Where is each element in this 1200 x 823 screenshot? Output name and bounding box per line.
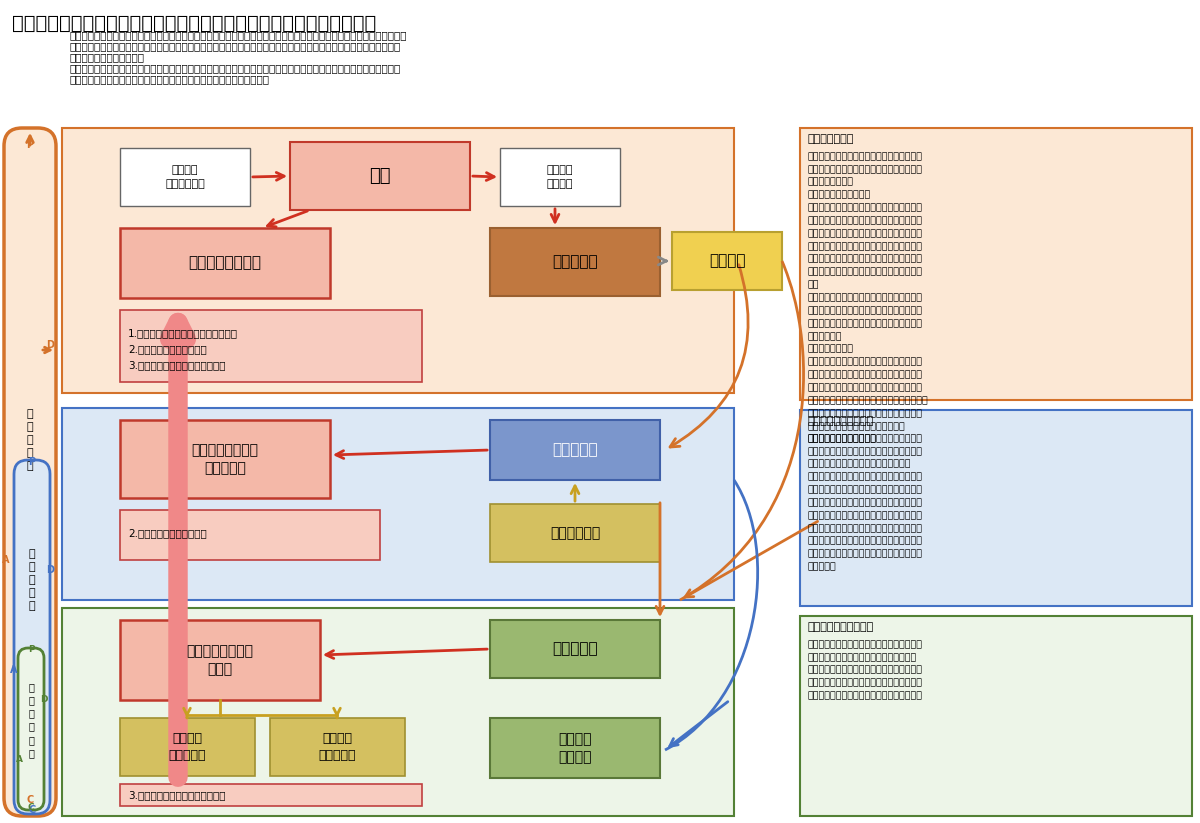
Text: C: C: [28, 803, 35, 812]
Text: 執行部会議: 執行部会議: [552, 254, 598, 269]
Text: 構
成
員
レ
ベ
ル: 構 成 員 レ ベ ル: [28, 682, 34, 758]
Text: D: D: [41, 695, 48, 704]
FancyBboxPatch shape: [14, 460, 50, 814]
Bar: [490, 620, 660, 678]
Bar: [800, 616, 1192, 816]
Bar: [490, 504, 660, 562]
Bar: [490, 228, 660, 296]
Text: 2.学修到達度の確認報告書: 2.学修到達度の確認報告書: [128, 528, 206, 538]
Bar: [120, 784, 422, 806]
Bar: [800, 128, 1192, 400]
Text: 情報公表: 情報公表: [709, 253, 745, 268]
Text: 教職員は、それぞれが所属する部局の方針・
目標に基づき、教育等諸活動を実施する。
また、点検・評価・改善委員会が実施した結
果について、部局の計画に則り、教学情: 教職員は、それぞれが所属する部局の方針・ 目標に基づき、教育等諸活動を実施する。…: [808, 640, 923, 700]
Text: 教員・授業: 教員・授業: [552, 641, 598, 657]
Text: P: P: [28, 645, 35, 654]
Bar: [120, 718, 256, 776]
Text: 3.授業評価、卒業年次アンケート: 3.授業評価、卒業年次アンケート: [128, 790, 226, 800]
Text: 改善指示
改善推進: 改善指示 改善推進: [547, 165, 574, 188]
FancyBboxPatch shape: [4, 128, 56, 816]
Text: D: D: [46, 565, 54, 575]
Text: 授業評価
アンケート: 授業評価 アンケート: [318, 732, 355, 762]
Text: D: D: [46, 340, 54, 350]
Text: A: A: [16, 756, 23, 765]
Text: 常的・継続的に推進する。: 常的・継続的に推進する。: [70, 52, 145, 62]
Bar: [490, 718, 660, 778]
FancyBboxPatch shape: [18, 648, 44, 810]
Text: 学長: 学長: [370, 167, 391, 185]
Bar: [62, 408, 734, 600]
Bar: [62, 128, 734, 393]
Text: 【大学レベル】: 【大学レベル】: [808, 134, 854, 144]
Text: C: C: [29, 805, 36, 815]
Text: 学群・学部: 学群・学部: [552, 443, 598, 458]
Text: また、内部質保証として、自己点検・評価を組織的・計画的に実施し、この結果を基に、質の保証・向上及び社会に対: また、内部質保証として、自己点検・評価を組織的・計画的に実施し、この結果を基に、…: [70, 63, 401, 73]
Text: 1.事業報告書、自己点検・評価報告書: 1.事業報告書、自己点検・評価報告書: [128, 328, 238, 338]
FancyArrowPatch shape: [670, 265, 748, 447]
Text: 【教員・授業レベル】: 【教員・授業レベル】: [808, 622, 875, 632]
Text: 内部質保証委員会: 内部質保証委員会: [188, 255, 262, 271]
Bar: [800, 410, 1192, 606]
Bar: [120, 228, 330, 298]
Text: 【学群・学部レベル】: 【学群・学部レベル】: [808, 416, 875, 426]
Text: C: C: [26, 795, 34, 805]
Text: A: A: [2, 555, 10, 565]
Text: 卒業年次
アンケート: 卒業年次 アンケート: [168, 732, 205, 762]
Text: 駒沢女子大学は、高等教育機関として社会の負託に応えるため、建学の精神、教育の理念の実現に向けて、教育、研究、: 駒沢女子大学は、高等教育機関として社会の負託に応えるため、建学の精神、教育の理念…: [70, 30, 408, 40]
Bar: [490, 420, 660, 480]
Bar: [120, 420, 330, 498]
Text: 大
学
レ
ベ
ル: 大 学 レ ベ ル: [26, 408, 34, 472]
Text: 3.授業評価、卒業年次アンケート: 3.授業評価、卒業年次アンケート: [128, 360, 226, 370]
Text: 建学の精神及び教学の理念に則り、各部局に
おいて具体的な方針や目標を定め、毎年の事
業計画を策定のうえ諸活動を推進する。
この諸活動の適切性を検証するため、内部: 建学の精神及び教学の理念に則り、各部局に おいて具体的な方針や目標を定め、毎年の…: [808, 434, 923, 571]
Bar: [500, 148, 620, 206]
Text: 社会貢献の質の向上を図るとともに、適切な水準にあることを自らの責任で明示・公表する内部質保証の取り組みを恒: 社会貢献の質の向上を図るとともに、適切な水準にあることを自らの責任で明示・公表す…: [70, 41, 401, 51]
Text: A: A: [11, 665, 18, 675]
Bar: [672, 232, 782, 290]
Text: 部
局
レ
ベ
ル: 部 局 レ ベ ル: [29, 549, 35, 611]
Bar: [120, 620, 320, 700]
Bar: [120, 510, 380, 560]
Text: 駒沢女子大学内部質保証の方針、基本的な考え方及びシステムの体制: 駒沢女子大学内部質保証の方針、基本的な考え方及びシステムの体制: [12, 14, 377, 33]
Bar: [120, 148, 250, 206]
Bar: [270, 718, 406, 776]
Text: P: P: [26, 140, 34, 150]
Text: 点検・評価・改善
委員会: 点検・評価・改善 委員会: [186, 644, 253, 677]
Text: 教育指針に関する
検討委員会: 教育指針に関する 検討委員会: [192, 443, 258, 475]
Text: ＦＤ実施
公開授業: ＦＤ実施 公開授業: [558, 732, 592, 765]
Bar: [62, 608, 734, 816]
Bar: [290, 142, 470, 210]
Text: P: P: [29, 457, 36, 467]
Text: する説明責任を果たしていくための不断の改善・改革を全学で進める。: する説明責任を果たしていくための不断の改善・改革を全学で進める。: [70, 74, 270, 84]
FancyArrowPatch shape: [656, 503, 664, 614]
Text: 学修到達度他: 学修到達度他: [550, 526, 600, 540]
Text: 適切性、
有効性の検証: 適切性、 有効性の検証: [166, 165, 205, 188]
Bar: [120, 310, 422, 382]
Text: 2.学修到達度の確認報告書: 2.学修到達度の確認報告書: [128, 344, 206, 354]
Text: 内部質保証委員会を責任主体として、自己点
検・評価活動を基盤とする内部質保証の取組
を全学で進める。
　（内部質保証委員会）
内部質保証委員会が中心となり、学群: 内部質保証委員会を責任主体として、自己点 検・評価活動を基盤とする内部質保証の取…: [808, 152, 929, 444]
